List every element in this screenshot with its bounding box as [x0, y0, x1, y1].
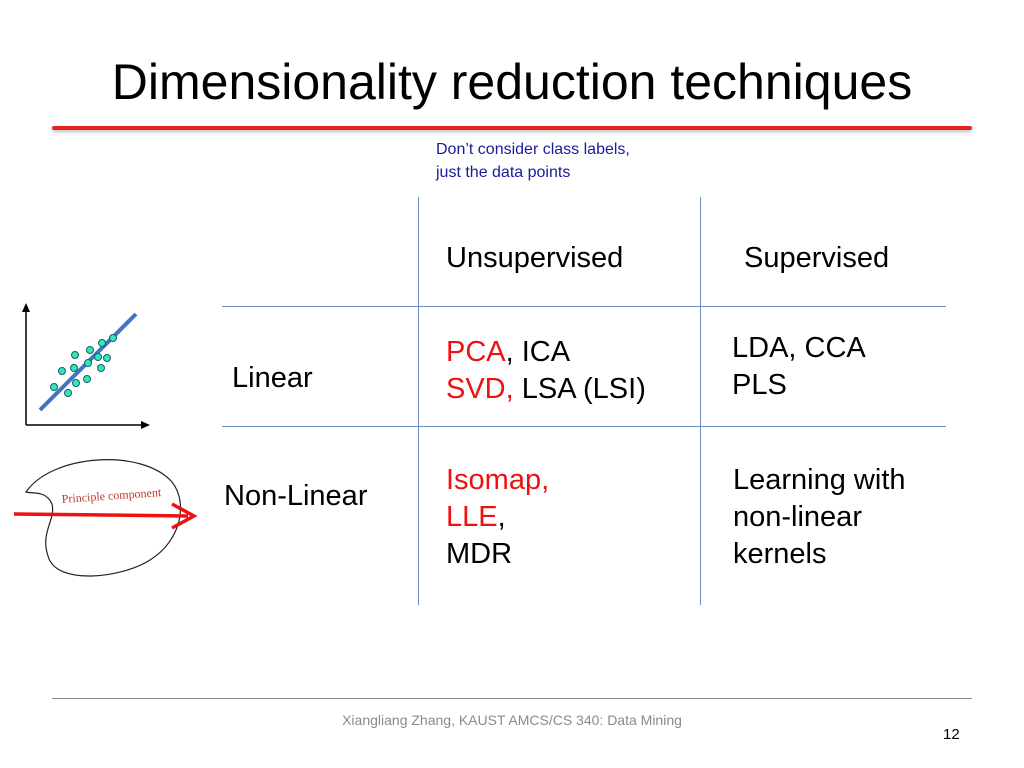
method-pls: PLS: [732, 369, 787, 401]
arrow-head-icon: [171, 502, 198, 530]
footer-credit: Xiangliang Zhang, KAUST AMCS/CS 340: Dat…: [342, 712, 682, 728]
method-isomap: Isomap,: [446, 464, 550, 496]
method-lda-cca: LDA, CCA: [732, 332, 866, 364]
kernel-line-2: non-linear: [733, 501, 862, 533]
manifold-curve: [25, 459, 182, 577]
grid-divider-horizontal-2: [222, 426, 946, 427]
kernel-line-3: kernels: [733, 538, 827, 570]
method-lsa: LSA (LSI): [513, 373, 646, 405]
method-svd: SVD,: [446, 373, 514, 405]
title-underline: [52, 126, 972, 130]
slide-title: Dimensionality reduction techniques: [111, 54, 913, 110]
grid-divider-horizontal-1: [222, 306, 946, 307]
kernel-line-1: Learning with: [733, 464, 906, 496]
cell-nonlinear-supervised: Learning with non-linear kernels: [733, 462, 906, 573]
method-pca: PCA: [446, 336, 506, 368]
nonlinear-manifold-illustration: Principle component: [13, 459, 198, 577]
footer-divider: [52, 698, 972, 699]
page-number: 12: [943, 726, 960, 743]
scatter-points: [50, 334, 117, 397]
grid-divider-vertical-2: [700, 197, 701, 605]
note-line-1: Don’t consider class labels,: [436, 141, 630, 158]
column-header-supervised: Supervised: [744, 242, 890, 274]
cell-nonlinear-unsupervised: Isomap, LLE, MDR: [446, 462, 549, 573]
row-header-linear: Linear: [232, 362, 313, 394]
principal-direction-arrow: [13, 512, 189, 518]
method-lle: LLE: [446, 501, 498, 533]
cell-linear-supervised: LDA, CCA PLS: [732, 330, 866, 404]
cell-linear-unsupervised: PCA, ICA SVD, LSA (LSI): [446, 334, 646, 408]
note-line-2: just the data points: [436, 164, 571, 181]
grid-divider-vertical-1: [418, 197, 419, 605]
method-mdr: MDR: [446, 538, 513, 570]
pca-scatter-illustration: [22, 303, 150, 429]
method-lle-comma: ,: [497, 501, 506, 533]
scatter-axes: [22, 303, 150, 429]
note-text: Don’t consider class labels, just the da…: [436, 138, 630, 184]
row-header-nonlinear: Non-Linear: [224, 480, 368, 512]
column-header-unsupervised: Unsupervised: [446, 242, 624, 274]
method-ica: , ICA: [505, 336, 571, 368]
principle-component-label: Principle component: [61, 485, 162, 506]
